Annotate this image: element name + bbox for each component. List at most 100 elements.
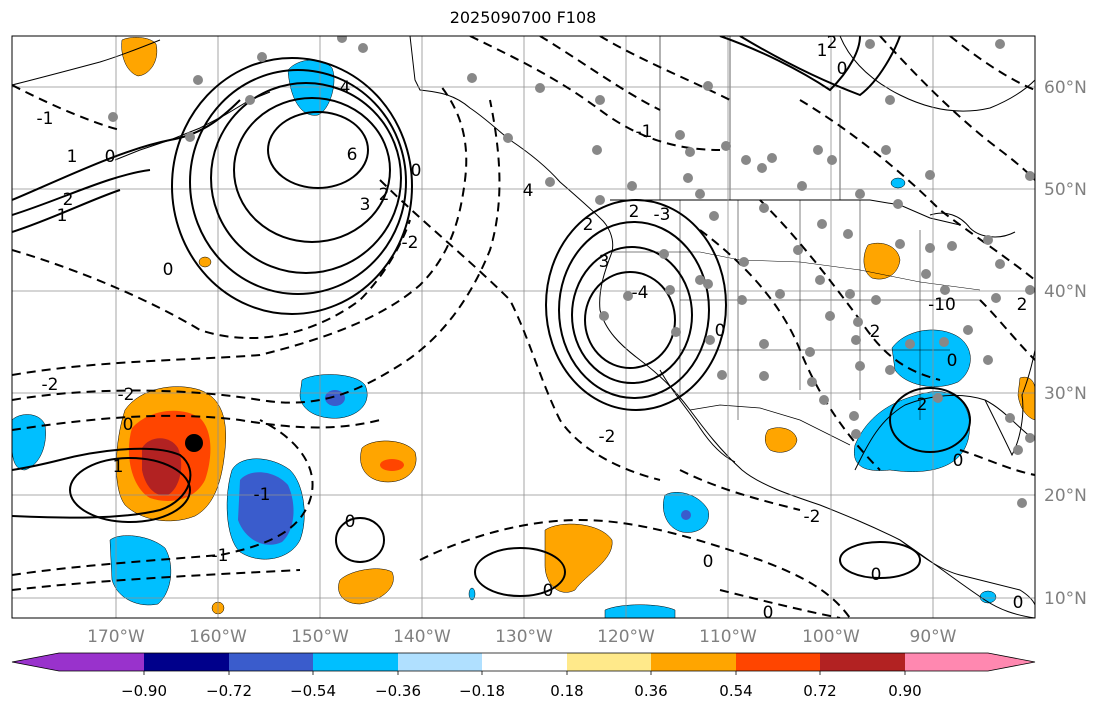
negative-low-contour — [584, 271, 676, 369]
colorbar-swatch — [482, 653, 567, 671]
contour-label: -2 — [402, 233, 419, 253]
colorbar-swatch — [313, 653, 398, 671]
colorbar-swatch — [12, 653, 59, 671]
colorbar-tick: 0.72 — [803, 682, 836, 700]
anomaly-shading — [12, 37, 1035, 618]
negative-low-contour — [571, 246, 693, 384]
colorbar-ticks: −0.90 −0.72 −0.54 −0.36 −0.18 0.18 0.36 … — [121, 682, 922, 700]
lat-label: 20°N — [1044, 486, 1087, 506]
contour-label: 6 — [347, 145, 358, 165]
colorbar-swatch — [229, 653, 313, 671]
colorbar-swatch — [988, 653, 1035, 671]
contour-label: 0 — [703, 552, 714, 572]
positive-contour — [69, 457, 191, 523]
florida-coast — [984, 349, 1035, 457]
contour-labels: -1 1 0 2 1 0 -2 -2 0 1 -1 0 4 6 3 2 -2 0… — [37, 33, 1028, 618]
positive-contour — [719, 36, 861, 92]
contour-label: -1 — [254, 485, 271, 505]
map-title: 2025090700 F108 — [449, 8, 597, 27]
negative-anomaly-core — [238, 472, 294, 545]
positive-contour — [171, 57, 413, 315]
positive-anomaly-region — [544, 523, 613, 593]
lon-label: 150°W — [291, 627, 349, 647]
positive-contour — [189, 69, 407, 295]
negative-anomaly-region — [287, 59, 335, 116]
lon-label: 160°W — [189, 627, 247, 647]
contour-label: -10 — [928, 295, 956, 315]
lon-label: 170°W — [87, 627, 145, 647]
negative-anomaly-core — [681, 510, 691, 520]
contour-label: 0 — [105, 147, 116, 167]
positive-anomaly-speck — [198, 256, 212, 268]
lat-label: 30°N — [1044, 384, 1087, 404]
contour-label: 2 — [827, 33, 838, 53]
contour-label: -4 — [632, 283, 649, 303]
contour-label: 2 — [583, 215, 594, 235]
positive-contour — [839, 541, 921, 579]
contour-label: 2 — [63, 190, 74, 210]
colorbar-tick: 0.54 — [719, 682, 752, 700]
contour-label: -1 — [636, 122, 653, 142]
positive-anomaly-region — [338, 568, 394, 605]
contour-label: 0 — [871, 565, 882, 585]
latitude-labels: 60°N 50°N 40°N 30°N 20°N 10°N — [1044, 78, 1087, 609]
colorbar-tick: 0.18 — [550, 682, 583, 700]
contour-label: 3 — [360, 195, 371, 215]
negative-anomaly-speck — [468, 587, 476, 601]
negative-low-contour — [545, 199, 727, 411]
contour-label: 0 — [837, 59, 848, 79]
positive-contour — [12, 189, 121, 233]
positive-contour — [474, 547, 566, 597]
contour-label: 3 — [599, 252, 610, 272]
colorbar-swatch — [144, 653, 229, 671]
positive-anomaly-region — [1017, 376, 1035, 421]
contour-label: 1 — [67, 147, 78, 167]
contour-label: 2 — [629, 202, 640, 222]
alaska-coastline — [409, 36, 614, 253]
station-markers — [108, 36, 1035, 508]
map-frame — [11, 35, 1036, 619]
contour-label: 0 — [543, 581, 554, 601]
negative-anomaly-region — [12, 414, 46, 471]
contour-label: -2 — [599, 427, 616, 447]
colorbar-swatch — [651, 653, 736, 671]
colorbar-tick: 0.36 — [634, 682, 667, 700]
negative-anomaly-region — [604, 604, 676, 618]
colorbar-swatch — [59, 653, 144, 671]
contour-label: 1 — [113, 457, 124, 477]
contour-label: 0 — [1013, 593, 1024, 613]
siberia-coastline — [12, 39, 161, 86]
positive-contour — [889, 387, 971, 453]
contour-label: 1 — [817, 41, 828, 61]
contour-label: -2 — [804, 507, 821, 527]
lon-label: 140°W — [393, 627, 451, 647]
positive-contour — [335, 517, 385, 563]
positive-anomaly-core — [380, 459, 404, 471]
colorbar-tick: −0.18 — [459, 682, 505, 700]
lat-label: 40°N — [1044, 282, 1087, 302]
colorbar-tick: 0.90 — [888, 682, 921, 700]
contour-label: 2 — [917, 395, 928, 415]
canada-internal-borders — [659, 36, 841, 200]
hudson-bay — [839, 36, 1035, 112]
positive-contour — [12, 447, 192, 519]
colorbar-tick: −0.36 — [375, 682, 421, 700]
negative-anomaly-speck — [890, 177, 906, 189]
contour-label: 0 — [411, 161, 422, 181]
contour-label: -1 — [212, 546, 229, 566]
us-state-borders — [612, 200, 981, 420]
contour-label: -2 — [42, 375, 59, 395]
colorbar-swatch — [398, 653, 482, 671]
contour-label: 4 — [523, 181, 534, 201]
mexico-borders — [689, 404, 851, 446]
negative-low-contour — [558, 221, 710, 399]
lat-label: 60°N — [1044, 78, 1087, 98]
colorbar — [11, 652, 1036, 675]
positive-contour — [233, 97, 391, 243]
colorbar-swatch — [820, 653, 905, 671]
us-west-coastline — [599, 251, 1035, 618]
negative-anomaly-speck — [979, 590, 997, 604]
contour-label: 0 — [953, 451, 964, 471]
positive-anomaly-region — [765, 427, 798, 453]
